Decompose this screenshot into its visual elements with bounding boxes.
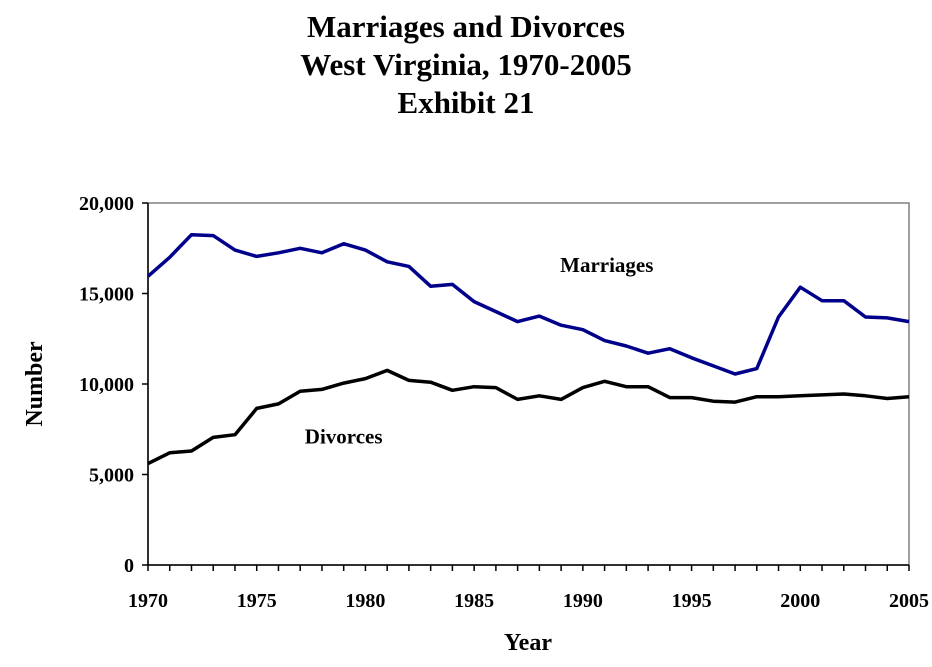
y-tick-label: 5,000 — [89, 465, 134, 487]
x-tick-label: 2005 — [889, 590, 929, 612]
y-tick-label: 0 — [124, 555, 134, 577]
x-axis-label: Year — [504, 630, 552, 656]
series-labels: Marriages Divorces — [305, 253, 654, 449]
x-tick-label: 2000 — [780, 590, 820, 612]
y-tick-label: 20,000 — [79, 193, 134, 215]
chart-exhibit-label: Exhibit 21 — [397, 85, 535, 120]
x-tick-label: 1985 — [454, 590, 494, 612]
series-label-divorces: Divorces — [305, 425, 383, 449]
x-tick-label: 1980 — [345, 590, 385, 612]
y-tick-label: 15,000 — [79, 284, 134, 306]
x-tick-label: 1975 — [237, 590, 277, 612]
x-tick-label: 1995 — [672, 590, 712, 612]
y-tick-label: 10,000 — [79, 374, 134, 396]
y-axis-ticks: 0 5,000 10,000 15,000 20,000 — [79, 193, 148, 577]
plot-area-frame — [147, 202, 910, 566]
x-tick-label: 1990 — [563, 590, 603, 612]
series-line-marriages — [146, 232, 910, 376]
y-axis-label: Number — [22, 341, 48, 427]
chart-title-block: Marriages and Divorces West Virginia, 19… — [0, 8, 932, 122]
series-line-divorces — [147, 368, 910, 466]
series-label-marriages: Marriages — [560, 253, 653, 277]
chart-subtitle: West Virginia, 1970-2005 — [300, 47, 632, 82]
chart-title: Marriages and Divorces — [307, 9, 625, 44]
series-lines — [146, 232, 910, 466]
x-axis-ticks: 1970 1975 1980 1985 1990 1995 2000 2005 — [128, 565, 929, 612]
x-tick-label: 1970 — [128, 590, 168, 612]
